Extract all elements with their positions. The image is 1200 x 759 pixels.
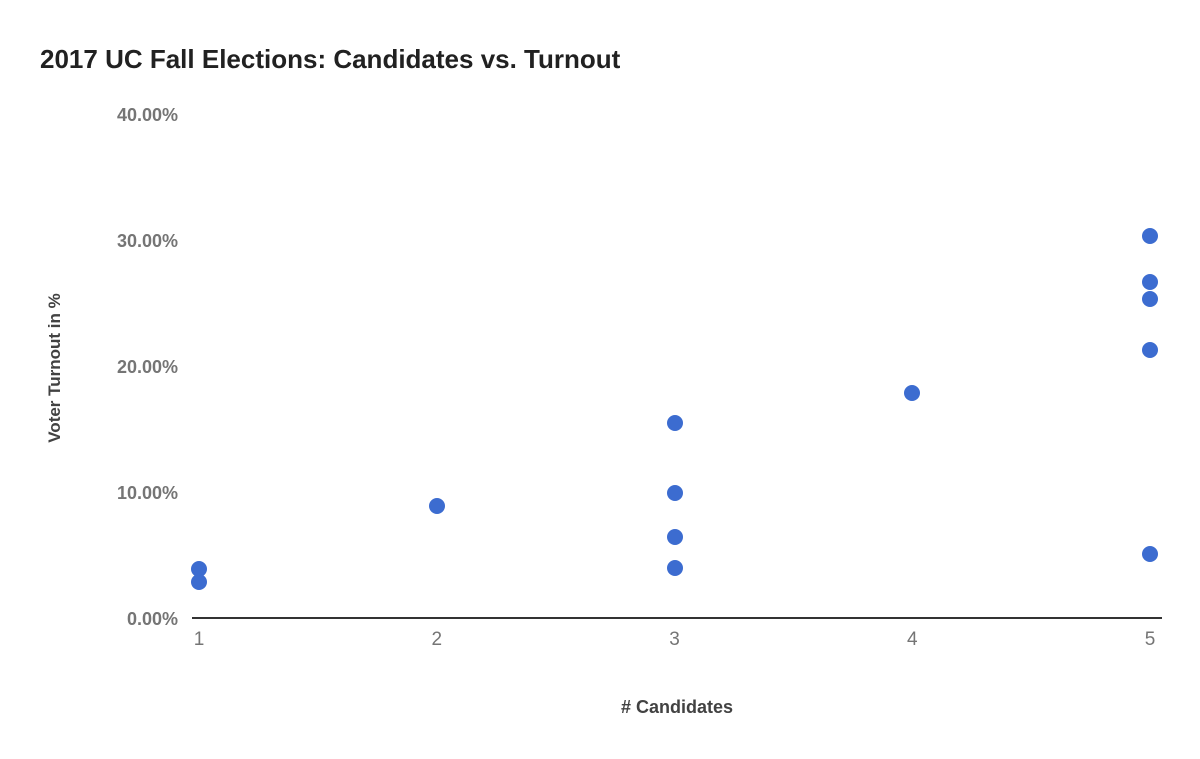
chart-title: 2017 UC Fall Elections: Candidates vs. T… xyxy=(40,44,621,74)
y-tick-label: 40.00% xyxy=(116,104,178,125)
data-point[interactable] xyxy=(1142,274,1158,291)
y-tick-label: 20.00% xyxy=(116,356,178,377)
data-point[interactable] xyxy=(191,561,207,578)
data-point[interactable] xyxy=(1142,546,1158,563)
data-point[interactable] xyxy=(428,498,445,515)
y-tick-label: 30.00% xyxy=(116,230,178,251)
x-tick-label: 3 xyxy=(669,629,680,650)
data-point[interactable] xyxy=(904,385,921,402)
y-tick-label: 0.00% xyxy=(126,608,178,629)
data-point[interactable] xyxy=(666,484,683,501)
data-point[interactable] xyxy=(666,528,683,545)
data-point[interactable] xyxy=(1142,290,1158,307)
data-point[interactable] xyxy=(1142,227,1158,244)
data-point[interactable] xyxy=(666,415,683,432)
data-point[interactable] xyxy=(191,573,207,590)
data-point[interactable] xyxy=(1142,342,1158,359)
x-tick-label: 2 xyxy=(431,629,443,650)
x-tick-label: 5 xyxy=(1144,629,1156,650)
data-point[interactable] xyxy=(666,560,683,577)
y-tick-label: 10.00% xyxy=(116,482,178,503)
x-tick-label: 4 xyxy=(906,629,918,650)
x-axis-title: # Candidates xyxy=(620,697,734,717)
x-axis-line xyxy=(192,617,1162,619)
x-tick-label: 1 xyxy=(193,629,205,650)
